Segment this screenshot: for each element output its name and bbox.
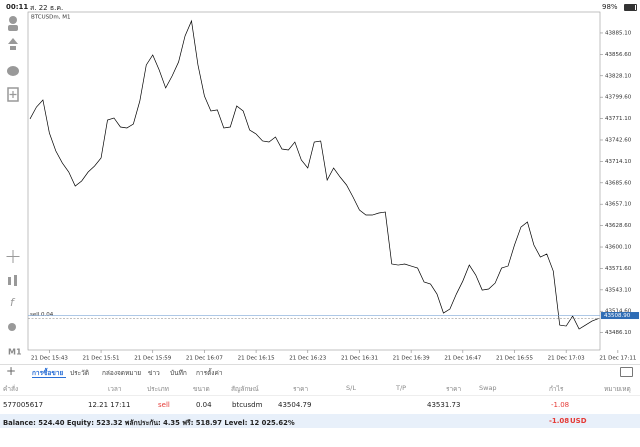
x-tick-label: 21 Dec 16:31 <box>341 356 378 362</box>
icon-trade[interactable] <box>8 38 18 50</box>
tab[interactable]: กล่องจดหมาย <box>102 369 142 377</box>
column-header: ราคา <box>446 385 462 393</box>
x-tick-label: 21 Dec 16:55 <box>496 356 533 362</box>
icon-objects[interactable] <box>8 323 16 331</box>
battery-fill <box>625 5 635 10</box>
chart-title: BTCUSDm, M1 <box>31 15 71 21</box>
table-cell: btcusdm <box>232 401 263 409</box>
column-header: ขนาด <box>193 385 210 393</box>
column-header: หมายเหตุ <box>604 385 631 393</box>
table-cell: 43504.79 <box>278 401 312 409</box>
icon-candles-2 <box>14 275 17 286</box>
icon-indicators[interactable]: f <box>10 296 16 309</box>
table-cell: 12.21 17:11 <box>88 401 131 409</box>
tab[interactable]: ประวัติ <box>70 369 89 377</box>
column-header: เวลา <box>108 385 122 393</box>
y-tick-label: 43742.60 <box>605 137 632 143</box>
table-cell: 0.04 <box>196 401 212 409</box>
chart: BTCUSDm, M1 f M1 43885.10 43856.60 43828.1… <box>6 11 639 362</box>
x-tick-label: 21 Dec 16:07 <box>186 356 223 362</box>
y-tick-label: 43799.60 <box>605 95 632 101</box>
column-header: T/P <box>396 384 407 392</box>
column-header: คำสั่ง <box>3 385 19 393</box>
icon-candles[interactable] <box>8 277 11 285</box>
column-header: Swap <box>479 384 497 392</box>
y-tick-label: 43856.60 <box>605 52 632 58</box>
table-cell: sell <box>158 401 170 409</box>
price-line <box>29 19 599 330</box>
x-tick-label: 21 Dec 16:15 <box>238 356 275 362</box>
tab[interactable]: ข่าว <box>148 369 160 377</box>
y-tick-label: 43628.60 <box>605 223 632 229</box>
icon-chat[interactable] <box>7 66 19 76</box>
footer-bar <box>0 414 640 428</box>
price-tag: 43508.90 <box>604 313 631 319</box>
timeframe[interactable]: M1 <box>8 348 22 357</box>
x-tick-label: 21 Dec 16:47 <box>444 356 481 362</box>
y-tick-label: 43685.60 <box>605 180 632 186</box>
tab-underline <box>32 377 66 378</box>
layout-icon[interactable] <box>620 367 633 377</box>
y-tick-label: 43885.10 <box>605 30 632 36</box>
y-tick-label: 43600.10 <box>605 245 632 251</box>
table-cell: 577005617 <box>3 401 44 409</box>
x-tick-label: 21 Dec 16:23 <box>289 356 326 362</box>
x-tick-label: 21 Dec 15:51 <box>83 356 120 362</box>
y-tick-label: 43828.10 <box>605 73 632 79</box>
y-tick-label: 43486.10 <box>605 330 632 336</box>
y-tick-label: 43571.60 <box>605 266 632 272</box>
tab[interactable]: การตั้งค่า <box>196 369 223 377</box>
column-header: S/L <box>346 384 356 392</box>
y-tick-label: 43657.10 <box>605 202 632 208</box>
icon-new[interactable] <box>7 87 19 102</box>
left-toolbar: f <box>6 16 20 331</box>
y-tick-label: 43771.10 <box>605 116 632 122</box>
column-header: สัญลักษณ์ <box>231 385 259 393</box>
x-tick-label: 21 Dec 15:59 <box>134 356 171 362</box>
add-button[interactable]: + <box>6 364 17 378</box>
y-tick-label: 43543.10 <box>605 287 632 293</box>
column-header: ประเภท <box>147 385 169 393</box>
column-header: ราคา <box>293 385 309 393</box>
icon-crosshair[interactable] <box>6 250 20 263</box>
column-header: กำไร <box>549 385 564 393</box>
icon-account-body <box>8 25 18 31</box>
status-date: ส. 22 ธ.ค. <box>30 4 64 12</box>
tab[interactable]: บันทึก <box>170 369 187 377</box>
y-tick-label: 43514.60 <box>605 309 632 315</box>
divider <box>0 364 640 365</box>
icon-plus <box>9 91 17 98</box>
y-tick-label: 43714.10 <box>605 159 632 165</box>
battery-icon <box>624 4 637 11</box>
price-tag-box <box>601 312 639 320</box>
table-cell: -1.08 <box>551 401 570 409</box>
x-tick-label: 21 Dec 16:39 <box>393 356 430 362</box>
status-time: 00:11 <box>6 3 29 11</box>
account-summary: Balance: 524.40 Equity: 523.32 พลักประกั… <box>3 419 295 427</box>
x-tick-label: 21 Dec 15:43 <box>31 356 68 362</box>
table-divider <box>0 395 640 396</box>
plot-frame <box>27 11 601 351</box>
tab[interactable]: การซื้อขาย <box>32 369 64 377</box>
x-tick-label: 21 Dec 17:11 <box>599 356 636 362</box>
icon-account[interactable] <box>9 16 17 24</box>
total-profit: -1.08 <box>549 417 570 425</box>
currency: USD <box>570 417 587 425</box>
x-tick-label: 21 Dec 17:03 <box>548 356 585 362</box>
table-cell: 43531.73 <box>427 401 461 409</box>
status-battery: 98% <box>602 3 618 11</box>
order-label: sell 0.04 <box>30 312 54 318</box>
